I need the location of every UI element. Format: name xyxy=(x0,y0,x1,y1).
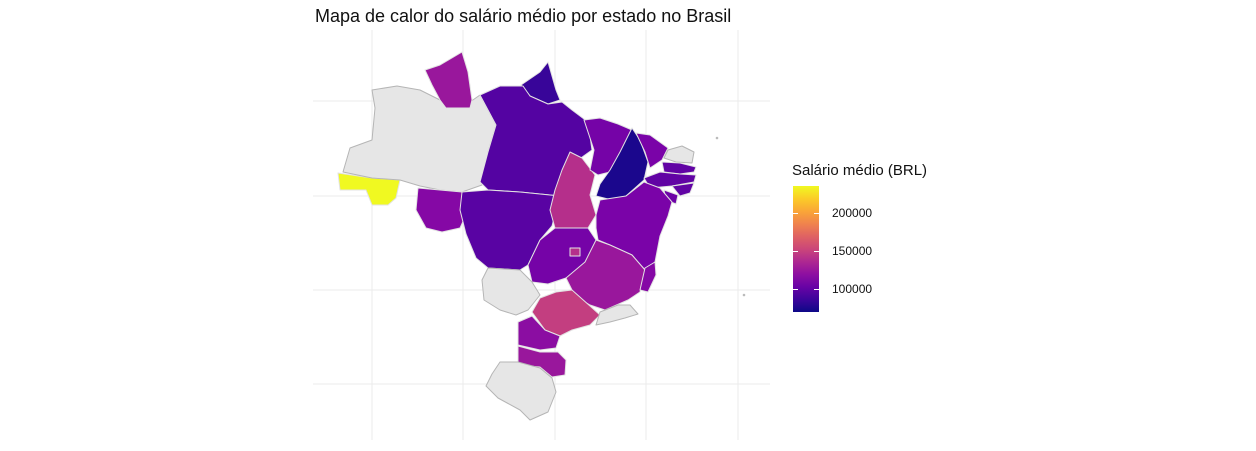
legend-tick-label: 100000 xyxy=(832,282,873,297)
island-dot xyxy=(742,293,746,297)
legend-tick-mark xyxy=(814,250,819,252)
state-region-rn xyxy=(663,145,695,164)
state-region-al xyxy=(671,182,695,197)
legend-tick-mark xyxy=(814,289,819,291)
state-region-rs xyxy=(485,361,557,421)
legend-tick-mark xyxy=(793,289,798,291)
state-region-ce xyxy=(635,132,669,169)
chart-title: Mapa de calor do salário médio por estad… xyxy=(315,6,732,26)
state-region-df xyxy=(569,247,581,257)
legend-tick-mark xyxy=(793,212,798,214)
state-region-pr xyxy=(517,315,561,351)
state-region-ms xyxy=(481,267,541,316)
legend-color-bar xyxy=(793,186,819,312)
legend-tick-mark xyxy=(793,250,798,252)
state-region-ro xyxy=(415,187,467,233)
state-region-es xyxy=(639,261,657,293)
legend-tick-mark xyxy=(814,212,819,214)
legend-tick-label: 150000 xyxy=(832,243,873,258)
legend-tick-label: 200000 xyxy=(832,205,873,220)
island-dot xyxy=(715,136,719,140)
color-legend: Salário médio (BRL) 100000 150000 200000 xyxy=(792,162,928,312)
states-layer xyxy=(337,51,697,421)
state-region-pb xyxy=(661,161,697,175)
legend-title: Salário médio (BRL) xyxy=(792,162,928,179)
state-region-rr xyxy=(424,51,473,109)
state-region-am xyxy=(342,85,497,193)
state-region-rj xyxy=(595,304,639,326)
